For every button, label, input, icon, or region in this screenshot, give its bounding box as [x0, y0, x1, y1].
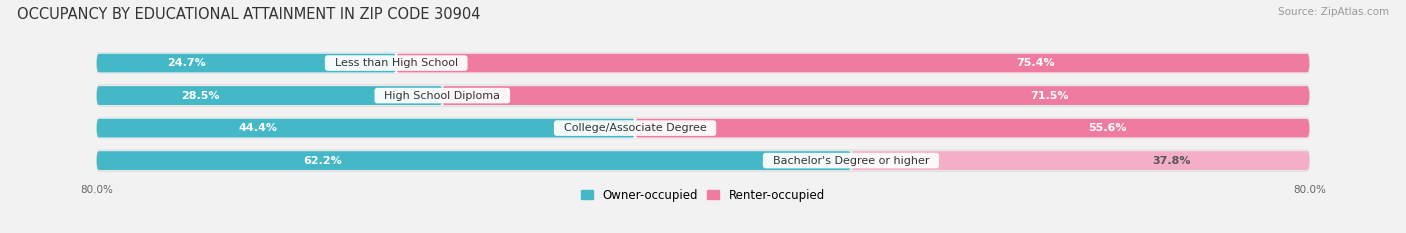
- Text: 37.8%: 37.8%: [1153, 156, 1191, 166]
- FancyBboxPatch shape: [97, 85, 1309, 106]
- Text: 24.7%: 24.7%: [167, 58, 205, 68]
- Text: Bachelor's Degree or higher: Bachelor's Degree or higher: [766, 156, 936, 166]
- Text: 28.5%: 28.5%: [181, 91, 219, 101]
- Text: 71.5%: 71.5%: [1031, 91, 1069, 101]
- FancyBboxPatch shape: [443, 86, 1309, 105]
- FancyBboxPatch shape: [396, 54, 1309, 72]
- Text: High School Diploma: High School Diploma: [377, 91, 508, 101]
- FancyBboxPatch shape: [97, 54, 396, 72]
- FancyBboxPatch shape: [97, 86, 443, 105]
- Text: 44.4%: 44.4%: [239, 123, 278, 133]
- Legend: Owner-occupied, Renter-occupied: Owner-occupied, Renter-occupied: [576, 184, 830, 207]
- FancyBboxPatch shape: [97, 119, 636, 137]
- FancyBboxPatch shape: [636, 119, 1309, 137]
- Text: 55.6%: 55.6%: [1088, 123, 1126, 133]
- Text: Less than High School: Less than High School: [328, 58, 465, 68]
- FancyBboxPatch shape: [851, 151, 1309, 170]
- Text: Source: ZipAtlas.com: Source: ZipAtlas.com: [1278, 7, 1389, 17]
- FancyBboxPatch shape: [97, 52, 1309, 74]
- Text: 75.4%: 75.4%: [1017, 58, 1054, 68]
- FancyBboxPatch shape: [97, 151, 851, 170]
- Text: 62.2%: 62.2%: [304, 156, 342, 166]
- FancyBboxPatch shape: [97, 150, 1309, 171]
- Text: OCCUPANCY BY EDUCATIONAL ATTAINMENT IN ZIP CODE 30904: OCCUPANCY BY EDUCATIONAL ATTAINMENT IN Z…: [17, 7, 481, 22]
- FancyBboxPatch shape: [97, 117, 1309, 139]
- Text: College/Associate Degree: College/Associate Degree: [557, 123, 713, 133]
